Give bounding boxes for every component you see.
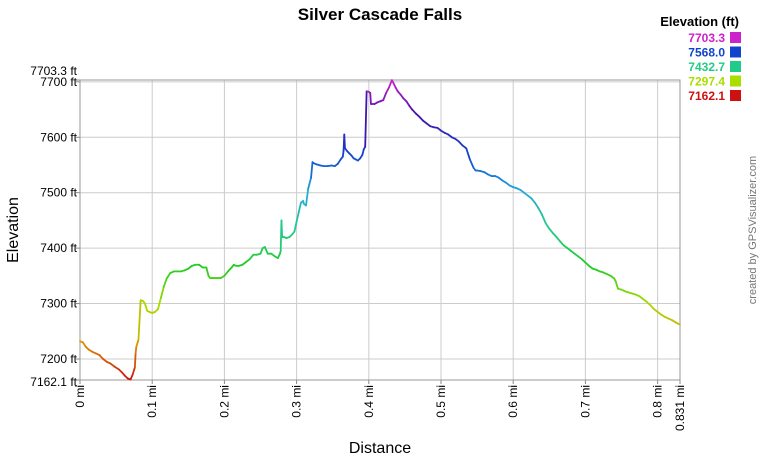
elevation-line-segment <box>468 158 475 169</box>
elevation-line-segment <box>382 92 388 102</box>
elevation-line-segment <box>674 321 681 326</box>
elevation-line-segment <box>305 187 310 207</box>
elevation-line-segment <box>541 213 547 225</box>
elevation-line-segment <box>369 92 372 105</box>
elevation-line-segment <box>388 79 393 89</box>
y-tick-label: 7700 ft <box>40 75 77 89</box>
elevation-series <box>79 79 681 381</box>
legend-swatch <box>730 75 741 87</box>
elevation-line-segment <box>614 280 619 290</box>
x-tick-labels: 0 mi 0.1 mi 0.2 mi 0.3 mi 0.4 mi 0.5 mi 0.6 mi… <box>73 385 687 431</box>
elevation-line-segment <box>548 227 554 235</box>
y-tick-label: 7500 ft <box>40 186 77 200</box>
elevation-line-segment <box>159 286 165 299</box>
elevation-line-segment <box>544 222 551 230</box>
elevation-line-segment <box>157 297 162 311</box>
elevation-line-segment <box>280 219 284 238</box>
elevation-line-segment <box>530 197 536 204</box>
elevation-line-segment <box>307 176 312 190</box>
x-tick-label: 0.4 mi <box>362 385 376 418</box>
legend-swatch <box>730 61 741 72</box>
legend-swatch <box>730 32 741 43</box>
elevation-line-segment <box>223 270 229 277</box>
legend: Elevation (ft) 7703.37568.07432.77297.47… <box>660 14 741 103</box>
x-tick-label: 0 mi <box>73 385 87 408</box>
legend-value: 7568.0 <box>688 46 725 60</box>
elevation-line-segment <box>162 277 168 288</box>
y-tick-label: 7162.1 ft <box>30 375 77 389</box>
chart-title: Silver Cascade Falls <box>298 5 462 24</box>
grid-lines <box>76 79 681 384</box>
elevation-line-segment <box>144 302 149 312</box>
elevation-line-segment <box>133 352 137 369</box>
elevation-line-segment <box>263 246 269 255</box>
elevation-line-segment <box>364 90 368 148</box>
y-tick-label: 7400 ft <box>40 241 77 255</box>
y-tick-label: 7600 ft <box>40 130 77 144</box>
plot-border <box>79 79 681 381</box>
elevation-line-segment <box>248 253 255 261</box>
elevation-line-segment <box>310 161 314 179</box>
elevation-line-segment <box>297 201 302 214</box>
elevation-line-segment <box>293 220 298 233</box>
legend-value: 7297.4 <box>688 75 725 89</box>
elevation-line-segment <box>165 272 172 280</box>
x-tick-label: 0.7 mi <box>578 385 592 418</box>
elevation-line-segment <box>205 266 210 277</box>
x-tick-label: 0.3 mi <box>290 385 304 418</box>
elevation-line-segment <box>555 236 562 243</box>
legend-value: 7432.7 <box>688 60 725 74</box>
elevation-line-segment <box>137 299 142 341</box>
elevation-line-segment <box>109 362 116 368</box>
x-axis-title: Distance <box>349 440 411 457</box>
credit-text: created by GPSVisualizer.com <box>747 156 759 304</box>
elevation-line-segment <box>295 211 300 223</box>
elevation-line-segment <box>385 86 390 94</box>
y-tick-labels: 7162.1 ft 7200 ft 7300 ft 7400 ft 7500 ft 760… <box>30 64 77 389</box>
legend-value: 7162.1 <box>688 89 725 103</box>
elevation-line-segment <box>537 207 543 216</box>
elevation-line-segment <box>533 201 540 210</box>
elevation-line-segment <box>361 148 365 156</box>
x-tick-label: 0.2 mi <box>217 385 231 418</box>
x-tick-label: 0.831 mi <box>673 385 687 431</box>
elevation-line-segment <box>129 373 134 381</box>
x-tick-label: 0.8 mi <box>651 385 665 418</box>
y-tick-label: 7703.3 ft <box>30 64 77 78</box>
elevation-line-segment <box>135 338 140 348</box>
x-tick-label: 0.5 mi <box>434 385 448 418</box>
legend-swatch <box>730 90 741 101</box>
y-tick-label: 7200 ft <box>40 352 77 366</box>
legend-swatch <box>730 46 741 58</box>
legend-title: Elevation (ft) <box>660 14 739 29</box>
elevation-line-segment <box>134 345 138 355</box>
x-tick-label: 0.1 mi <box>145 385 159 418</box>
elevation-line-segment <box>341 150 345 158</box>
legend-value: 7703.3 <box>688 31 725 45</box>
x-tick-label: 0.6 mi <box>506 385 520 418</box>
elevation-line-segment <box>465 147 471 161</box>
elevation-line-segment <box>343 133 346 150</box>
y-tick-label: 7300 ft <box>40 297 77 311</box>
elevation-line-segment <box>259 247 264 255</box>
y-axis-title: Elevation <box>5 197 22 263</box>
plot-frame <box>79 79 681 381</box>
elevation-line-segment <box>131 366 136 376</box>
